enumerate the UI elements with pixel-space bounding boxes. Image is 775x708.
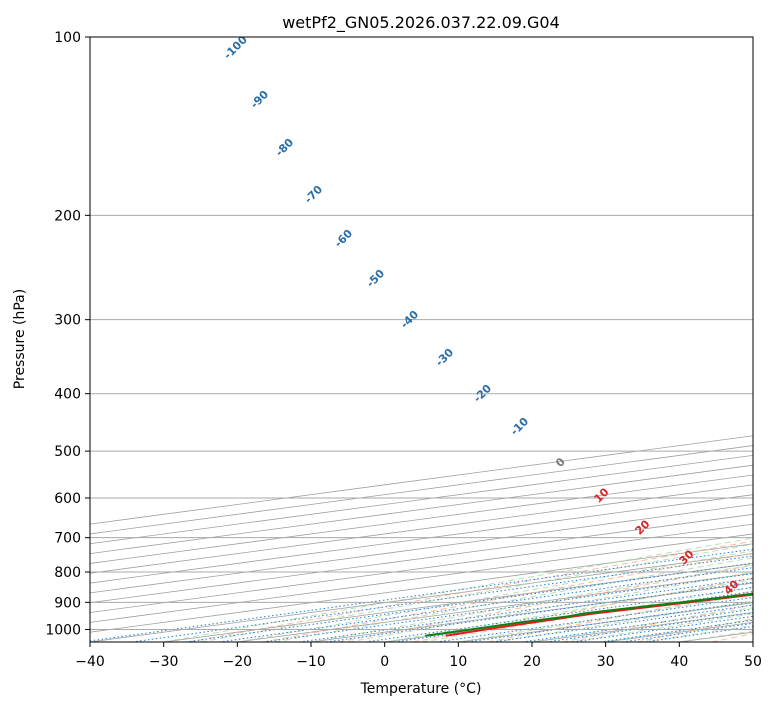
y-tick-label: 100 bbox=[54, 30, 81, 46]
isotherm-line bbox=[90, 464, 753, 555]
moist-adiabat-line bbox=[310, 564, 753, 642]
isotherm-line bbox=[458, 602, 753, 642]
x-tick-label: −40 bbox=[75, 654, 105, 670]
plot-frame bbox=[89, 36, 754, 643]
mixing-ratio-line bbox=[299, 578, 753, 642]
x-tick-label: −10 bbox=[296, 654, 326, 670]
y-tick-label: 800 bbox=[54, 565, 81, 581]
moist-adiabat-line bbox=[531, 607, 753, 642]
dry-adiabat-line bbox=[487, 590, 753, 642]
moist-adiabat-line bbox=[568, 613, 753, 642]
moist-adiabat-line bbox=[642, 624, 753, 642]
x-axis-title: Temperature (°C) bbox=[360, 681, 482, 697]
isotherm-line bbox=[90, 504, 753, 594]
dry-adiabat-label: -40 bbox=[398, 308, 421, 331]
isotherm-line bbox=[90, 445, 753, 535]
dry-adiabat-line bbox=[711, 633, 753, 642]
y-tick-label: 200 bbox=[54, 208, 81, 224]
mixing-ratio-line bbox=[365, 587, 753, 642]
dry-adiabat-label: -60 bbox=[332, 227, 355, 250]
isotherm-line bbox=[90, 484, 753, 574]
x-axis: −40 −30 −20 −10 0 10 20 30 40 50 bbox=[75, 642, 762, 670]
x-tick-label: 20 bbox=[523, 654, 541, 670]
isotherm-line bbox=[90, 435, 753, 525]
profiles bbox=[425, 592, 753, 637]
y-tick-label: 500 bbox=[54, 444, 81, 460]
isotherm-line bbox=[90, 474, 753, 564]
moist-adiabat-line bbox=[237, 550, 753, 642]
mixing-ratio-line bbox=[262, 573, 753, 642]
moist-adiabat-line bbox=[458, 593, 753, 642]
pressure-grid bbox=[90, 37, 753, 630]
moist-adiabat-label: 0 bbox=[553, 455, 568, 470]
y-tick-label: 600 bbox=[54, 491, 81, 507]
isotherm-line bbox=[90, 513, 753, 604]
isotherm-line bbox=[90, 454, 753, 545]
isotherm-line bbox=[531, 612, 753, 642]
y-tick-label: 700 bbox=[54, 531, 81, 547]
chart-title: wetPf2_GN05.2026.037.22.09.G04 bbox=[282, 13, 560, 33]
x-tick-label: 30 bbox=[597, 654, 615, 670]
x-tick-label: 40 bbox=[670, 654, 688, 670]
mixing-ratio-line bbox=[522, 608, 753, 642]
x-tick-label: −30 bbox=[149, 654, 179, 670]
y-tick-label: 900 bbox=[54, 595, 81, 611]
dry-adiabat-label: -80 bbox=[273, 136, 296, 159]
y-tick-label: 300 bbox=[54, 313, 81, 329]
x-tick-label: 10 bbox=[449, 654, 467, 670]
isotherm-line bbox=[90, 533, 753, 623]
dry-adiabat-label: -30 bbox=[433, 346, 456, 369]
dry-adiabat-label: -90 bbox=[248, 88, 271, 111]
y-axis: 1000 900 800 700 600 500 400 300 200 100 bbox=[45, 30, 90, 638]
moist-adiabat-label: 30 bbox=[677, 547, 697, 567]
moist-adiabat-line bbox=[274, 557, 753, 642]
mixing-ratio-line bbox=[326, 581, 753, 642]
x-tick-label: 50 bbox=[744, 654, 762, 670]
x-tick-label: 0 bbox=[380, 654, 389, 670]
dry-adiabat-label: -50 bbox=[364, 267, 387, 290]
isotherm-line bbox=[90, 543, 753, 633]
isotherm-line bbox=[90, 553, 753, 642]
dry-adiabat-label: -20 bbox=[471, 382, 494, 405]
x-tick-label: −20 bbox=[223, 654, 253, 670]
moist-adiabat-line bbox=[347, 571, 753, 642]
y-tick-label: 1000 bbox=[45, 622, 81, 638]
dry-adiabat-label: -70 bbox=[302, 183, 325, 206]
mixing-ratio-line bbox=[185, 562, 753, 642]
dry-adiabat-line bbox=[412, 577, 753, 642]
isotherm-line bbox=[384, 592, 753, 642]
background-lines bbox=[90, 435, 753, 642]
dewpoint-profile bbox=[425, 592, 753, 637]
y-tick-label: 400 bbox=[54, 387, 81, 403]
dry-adiabat-line bbox=[636, 618, 753, 642]
isotherm-line bbox=[752, 641, 753, 642]
moist-adiabat-line bbox=[495, 600, 753, 642]
isotherm-line bbox=[90, 523, 753, 613]
dry-adiabat-label: -10 bbox=[508, 415, 531, 438]
isotherm-line bbox=[90, 494, 753, 584]
moist-adiabat-label: 10 bbox=[592, 485, 612, 505]
moist-adiabat-line bbox=[384, 579, 753, 642]
y-axis-title: Pressure (hPa) bbox=[12, 289, 28, 389]
mixing-ratio-line bbox=[90, 548, 753, 642]
isotherm-line bbox=[310, 582, 753, 642]
moist-adiabat-line bbox=[163, 537, 753, 642]
dry-adiabat-line bbox=[562, 604, 753, 642]
